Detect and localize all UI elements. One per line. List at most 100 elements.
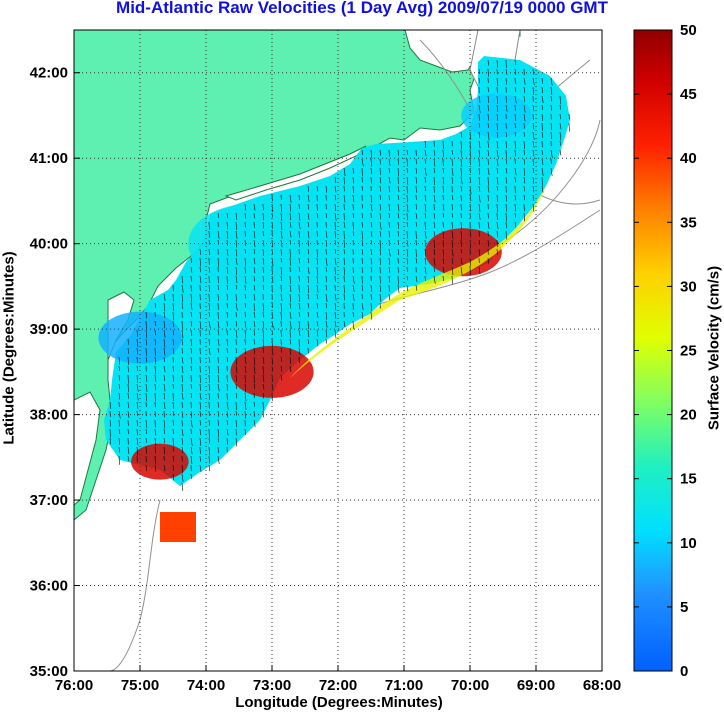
velocity-arrow bbox=[298, 221, 301, 230]
velocity-arrow bbox=[505, 194, 508, 202]
velocity-arrow bbox=[226, 419, 228, 426]
velocity-arrow bbox=[532, 68, 534, 75]
velocity-arrow bbox=[154, 446, 157, 454]
velocity-arrow bbox=[388, 158, 391, 166]
velocity-arrow bbox=[370, 149, 373, 159]
velocity-arrow bbox=[145, 374, 148, 383]
velocity-arrow bbox=[406, 149, 408, 155]
velocity-arrow bbox=[154, 320, 156, 326]
velocity-arrow bbox=[262, 284, 264, 291]
velocity-arrow bbox=[343, 248, 345, 255]
velocity-arrow bbox=[253, 356, 256, 366]
velocity-arrow bbox=[478, 212, 481, 220]
x-tick-label: 73:00 bbox=[253, 677, 291, 694]
velocity-arrow bbox=[460, 230, 463, 240]
velocity-arrow bbox=[271, 383, 274, 391]
velocity-arrow bbox=[379, 248, 381, 256]
velocity-arrow bbox=[127, 392, 129, 399]
velocity-arrow bbox=[343, 266, 346, 276]
velocity-arrow bbox=[361, 185, 363, 191]
velocity-arrow bbox=[370, 167, 372, 175]
velocity-arrow bbox=[361, 203, 364, 209]
velocity-arrow bbox=[172, 419, 174, 426]
velocity-arrow bbox=[235, 275, 238, 284]
velocity-arrow bbox=[226, 428, 229, 436]
velocity-arrow bbox=[469, 203, 472, 211]
velocity-arrow bbox=[190, 329, 192, 336]
velocity-arrow bbox=[325, 284, 327, 291]
velocity-region bbox=[188, 203, 317, 284]
velocity-arrow bbox=[235, 419, 237, 428]
velocity-arrow bbox=[208, 266, 211, 273]
velocity-arrow bbox=[478, 140, 481, 149]
velocity-arrow bbox=[190, 410, 193, 419]
colorbar-label: Surface Velocity (cm/s) bbox=[705, 265, 723, 431]
velocity-arrow bbox=[478, 95, 481, 103]
velocity-arrow bbox=[514, 140, 516, 149]
velocity-arrow bbox=[316, 275, 319, 284]
velocity-arrow bbox=[226, 437, 228, 445]
velocity-arrow bbox=[181, 401, 183, 409]
velocity-arrow bbox=[388, 185, 390, 193]
velocity-arrow bbox=[424, 140, 427, 148]
velocity-arrow bbox=[145, 437, 147, 443]
velocity-arrow bbox=[280, 230, 283, 239]
velocity-arrow bbox=[415, 203, 417, 210]
velocity-arrow bbox=[469, 266, 471, 276]
velocity-arrow bbox=[415, 275, 418, 283]
y-tick-label: 42:00 bbox=[30, 65, 68, 82]
velocity-arrow bbox=[388, 239, 390, 246]
velocity-arrow bbox=[208, 338, 210, 346]
velocity-arrow bbox=[271, 203, 274, 213]
velocity-arrow bbox=[451, 266, 454, 276]
velocity-arrow bbox=[226, 221, 228, 230]
velocity-arrow bbox=[163, 383, 166, 392]
velocity-arrow bbox=[289, 212, 291, 221]
velocity-arrow bbox=[433, 230, 436, 237]
velocity-arrow bbox=[307, 203, 309, 210]
velocity-arrow bbox=[280, 302, 282, 312]
velocity-arrow bbox=[559, 149, 562, 156]
velocity-arrow bbox=[190, 356, 193, 365]
velocity-arrow bbox=[532, 122, 535, 130]
velocity-arrow bbox=[244, 320, 247, 329]
velocity-arrow bbox=[388, 275, 391, 283]
velocity-arrow bbox=[424, 203, 427, 212]
velocity-arrow bbox=[550, 77, 553, 86]
velocity-arrow bbox=[235, 383, 237, 389]
velocity-arrow bbox=[433, 248, 435, 255]
velocity-region bbox=[98, 311, 182, 364]
velocity-arrow bbox=[127, 401, 130, 409]
velocity-arrow bbox=[136, 383, 139, 392]
velocity-arrow bbox=[388, 248, 391, 257]
velocity-arrow bbox=[244, 365, 247, 373]
velocity-arrow bbox=[334, 212, 337, 221]
velocity-arrow bbox=[523, 140, 525, 149]
colorbar-tick-label: 20 bbox=[680, 407, 697, 424]
velocity-arrow bbox=[550, 86, 553, 96]
velocity-arrow bbox=[415, 158, 417, 165]
velocity-arrow bbox=[352, 167, 354, 174]
velocity-arrow bbox=[208, 419, 210, 426]
velocity-arrow bbox=[478, 104, 481, 113]
velocity-arrow bbox=[433, 257, 436, 267]
velocity-arrow bbox=[199, 401, 201, 410]
velocity-arrow bbox=[253, 383, 256, 389]
velocity-arrow bbox=[388, 212, 390, 219]
velocity-arrow bbox=[280, 212, 283, 221]
velocity-arrow bbox=[145, 419, 148, 428]
velocity-arrow bbox=[253, 266, 256, 273]
velocity-arrow bbox=[487, 95, 490, 103]
velocity-arrow bbox=[154, 464, 157, 472]
colorbar-tick-label: 45 bbox=[680, 86, 697, 103]
velocity-arrow bbox=[334, 320, 337, 328]
velocity-arrow bbox=[532, 167, 535, 174]
velocity-arrow bbox=[226, 401, 229, 410]
velocity-arrow bbox=[271, 221, 273, 229]
velocity-arrow bbox=[217, 419, 219, 426]
velocity-arrow bbox=[343, 257, 345, 266]
velocity-arrow bbox=[325, 302, 327, 309]
velocity-arrow bbox=[136, 329, 138, 337]
velocity-arrow bbox=[307, 185, 309, 192]
